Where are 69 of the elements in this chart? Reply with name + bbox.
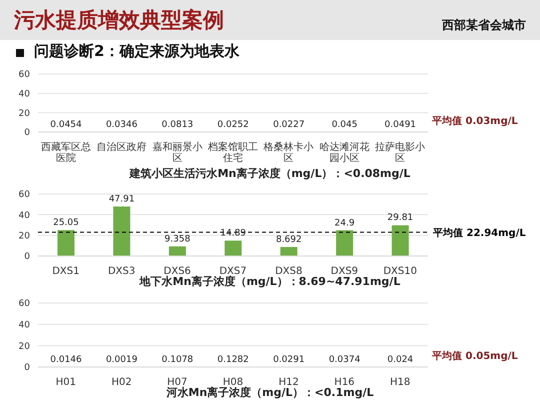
y-tick-label: 40 [18,320,30,331]
data-label: 9.358 [164,234,191,244]
bar [336,230,354,256]
y-tick-label: 60 [18,70,30,80]
x-tick-label: DXS1 [52,266,80,277]
y-tick-label: 40 [18,90,30,100]
x-tick-label: H16 [334,377,355,388]
data-label: 24.9 [334,218,355,228]
x-tick-label: DXS10 [383,266,417,277]
data-label: 0.0019 [106,355,138,365]
data-label: 0.0291 [273,354,305,365]
x-tick-label: 嘉和丽景小区 [152,141,202,164]
bar [224,240,242,256]
bar [58,230,74,256]
y-tick-label: 60 [18,190,30,200]
x-tick-label: DXS3 [108,266,136,277]
data-label: 0.0346 [106,120,138,130]
x-tick-label: 哈达滩河花园小区 [319,141,370,164]
x-tick-label: 自治区政府 [96,141,147,153]
text: 平均值 0.03mg/L [432,114,518,128]
y-tick-label: 0 [24,252,30,262]
bar [392,225,409,256]
x-tick-label: DXS6 [164,266,191,277]
bar [280,247,298,256]
x-tick-label: 格桑林卡小区 [262,141,314,164]
data-label: 0.1282 [217,354,249,365]
data-label: 29.81 [387,213,414,224]
data-label: 0.045 [332,120,358,130]
x-tick-label: H12 [278,377,299,388]
data-label: 47.91 [108,194,135,204]
x-tick-label: DXS8 [275,266,302,277]
data-label: 0.0813 [162,120,194,130]
x-tick-label: DXS7 [219,266,247,277]
x-tick-label: H08 [222,377,244,388]
y-tick-label: 60 [18,299,30,310]
y-tick-label: 20 [18,108,30,119]
data-label: 0.0374 [328,354,361,365]
y-tick-label: 0 [24,363,30,374]
text: 平均值 0.05mg/L [432,350,518,363]
x-tick-label: H18 [390,377,410,388]
bar [168,246,186,256]
chart-title: 污水提质增效典型案例 [14,7,224,34]
x-axis-title: 建筑小区生活污水Mn离子浓度（mg/L）：<0.08mg/L [128,166,412,181]
text: 西部某省会城市 [442,17,526,34]
data-label: 0.1078 [162,354,194,365]
x-axis-title: 河水Mn离子浓度（mg/L）：<0.1mg/L [166,386,374,399]
ref-line-label: 平均值 22.94mg/L [432,226,526,239]
y-tick-label: 20 [18,342,30,352]
y-tick-label: 40 [18,210,30,221]
data-label: 0.0227 [273,120,305,130]
x-tick-label: 拉萨电影小区 [375,141,426,164]
x-tick-label: DXS9 [330,266,358,277]
y-tick-label: 0 [24,128,30,138]
x-axis-title: 地下水Mn离子浓度（mg/L）：8.69~47.91mg/L [140,275,400,288]
data-label: 0.024 [387,354,414,365]
data-label: 0.0454 [50,120,82,130]
x-tick-label: 档案馆职工住宅 [207,141,258,164]
y-tick-label: 20 [18,232,30,242]
x-tick-label: H01 [56,377,76,388]
data-label: 0.0252 [217,120,249,130]
x-tick-label: H07 [167,377,188,388]
bar [113,206,130,256]
data-label: 25.05 [53,218,79,228]
x-tick-label: 西藏军区总医院 [40,141,91,164]
x-tick-label: H02 [111,377,132,388]
data-label: 8.692 [276,235,302,246]
data-label: 0.0146 [50,354,82,365]
data-label: 0.0491 [384,120,416,130]
text: 问题诊断2：确定来源为地表水 [34,42,240,61]
